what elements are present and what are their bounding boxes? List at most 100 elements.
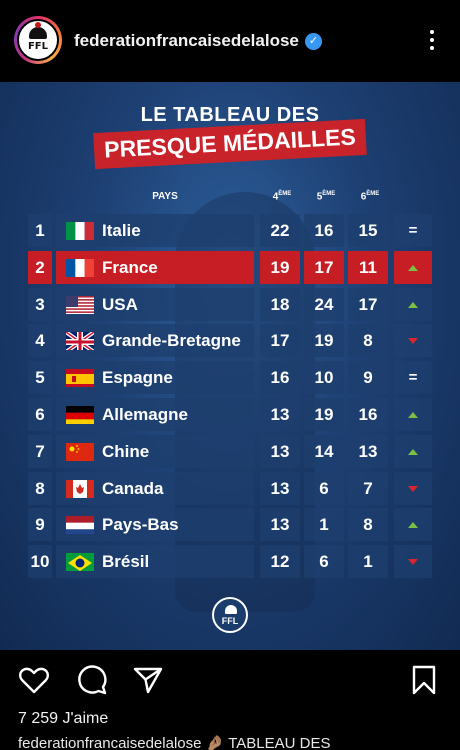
fourth-place-cell: 13	[260, 471, 300, 505]
trend-cell	[394, 250, 432, 284]
trend-up-icon	[408, 448, 418, 455]
flag-italie-icon	[66, 220, 94, 240]
sixth-place-cell: 7	[348, 471, 388, 505]
trend-equal: =	[408, 222, 418, 239]
helmet-logo-icon	[29, 22, 47, 39]
flag-grande-bretagne-icon	[66, 330, 94, 351]
country-cell: Allemagne	[56, 398, 254, 431]
flag-br-sil-icon	[66, 551, 94, 572]
country-name: Espagne	[102, 368, 173, 388]
ffl-logo-icon: FFL	[212, 597, 248, 633]
trend-down-icon	[408, 485, 418, 492]
post-image[interactable]: LE TABLEAU DES PRESQUE MÉDAILLES PAYS 4È…	[0, 82, 460, 650]
country-cell: Grande-Bretagne	[56, 324, 254, 358]
fourth-place-cell: 17	[260, 324, 300, 358]
country-name: Canada	[102, 478, 164, 498]
flag-france-icon	[66, 257, 94, 277]
fifth-place-cell: 17	[304, 250, 344, 284]
trend-up-icon	[408, 301, 418, 308]
country-name: Chine	[102, 441, 150, 461]
rank-cell: 10	[28, 545, 52, 579]
flag-espagne-icon	[66, 367, 94, 388]
header-5th: 5ÈME	[316, 191, 336, 203]
trend-up-icon	[408, 412, 418, 419]
fifth-place-cell: 24	[304, 287, 344, 321]
more-options-icon[interactable]	[423, 28, 441, 54]
title-line-1: LE TABLEAU DES	[140, 104, 320, 126]
rank-cell: 3	[28, 287, 52, 321]
rank-cell: 1	[28, 214, 52, 247]
trend-cell	[394, 398, 432, 431]
fourth-place-cell: 13	[260, 508, 300, 542]
avatar-text: FFL	[27, 41, 49, 52]
sixth-place-cell: 15	[348, 214, 388, 247]
fourth-place-cell: 13	[260, 434, 300, 468]
flag-allemagne-icon	[66, 404, 94, 424]
rank-cell: 6	[28, 398, 52, 431]
trend-cell: =	[394, 214, 432, 247]
avatar-image: FFL	[17, 19, 59, 61]
trend-cell	[394, 434, 432, 468]
country-cell: Canada	[56, 471, 254, 505]
fourth-place-cell: 19	[260, 250, 300, 284]
rank-cell: 5	[28, 361, 52, 395]
table-row: 7 Chine 13 14 13	[28, 434, 432, 468]
header-country: PAYS	[152, 191, 178, 202]
fourth-place-cell: 16	[260, 361, 300, 395]
flag-chine-icon	[66, 441, 94, 461]
trend-cell	[394, 287, 432, 321]
verified-badge-icon: ✓	[305, 33, 322, 50]
save-bookmark-icon[interactable]	[408, 664, 440, 696]
country-cell: Pays-Bas	[56, 508, 254, 542]
table-row: 5 Espagne 16 10 9 =	[28, 361, 432, 395]
country-name: USA	[102, 294, 138, 314]
sixth-place-cell: 16	[348, 398, 388, 431]
country-name: Grande-Bretagne	[102, 331, 241, 351]
flag-pays-bas-icon	[66, 514, 94, 535]
sixth-place-cell: 9	[348, 361, 388, 395]
trend-cell: =	[394, 361, 432, 395]
sixth-place-cell: 8	[348, 508, 388, 542]
fifth-place-cell: 6	[304, 471, 344, 505]
table-row: 9 Pays-Bas 13 1 8	[28, 508, 432, 542]
table-row: 4 Grande-Bretagne 17 19 8	[28, 324, 432, 358]
action-bar: 7 259 J'aime federationfrancaisedelalose…	[0, 650, 460, 750]
country-cell: Brésil	[56, 545, 254, 579]
caption[interactable]: federationfrancaisedelalose 🤌🏽 TABLEAU D…	[18, 735, 331, 750]
rank-cell: 2	[28, 250, 52, 284]
table-row: 3 USA 18 24 17	[28, 287, 432, 321]
trend-cell	[394, 545, 432, 579]
fifth-place-cell: 10	[304, 361, 344, 395]
sixth-place-cell: 1	[348, 545, 388, 579]
table-row: 1 Italie 22 16 15 =	[28, 214, 432, 247]
likes-count[interactable]: 7 259 J'aime	[18, 710, 109, 727]
fourth-place-cell: 12	[260, 545, 300, 579]
table-row: 8 Canada 13 6 7	[28, 471, 432, 505]
share-send-icon[interactable]	[132, 664, 164, 696]
country-cell: USA	[56, 287, 254, 321]
sixth-place-cell: 8	[348, 324, 388, 358]
header-6th: 6ÈME	[360, 191, 380, 203]
trend-cell	[394, 471, 432, 505]
title-line-2: PRESQUE MÉDAILLES	[103, 123, 357, 163]
avatar[interactable]: FFL	[14, 16, 62, 64]
header-4th: 4ÈME	[272, 191, 292, 203]
sixth-place-cell: 11	[348, 250, 388, 284]
post-header: FFL federationfrancaisedelalose ✓	[0, 0, 460, 82]
country-name: France	[102, 257, 158, 277]
fifth-place-cell: 19	[304, 398, 344, 431]
trend-up-icon	[408, 522, 418, 529]
rank-cell: 8	[28, 471, 52, 505]
table-row: 10 Brésil 12 6 1	[28, 545, 432, 579]
fifth-place-cell: 14	[304, 434, 344, 468]
fifth-place-cell: 19	[304, 324, 344, 358]
country-name: Italie	[102, 221, 141, 240]
username[interactable]: federationfrancaisedelalose	[74, 31, 299, 50]
sixth-place-cell: 13	[348, 434, 388, 468]
like-heart-icon[interactable]	[18, 664, 50, 696]
comment-icon[interactable]	[76, 664, 108, 696]
fifth-place-cell: 6	[304, 545, 344, 579]
fourth-place-cell: 22	[260, 214, 300, 247]
trend-down-icon	[408, 559, 418, 566]
fifth-place-cell: 16	[304, 214, 344, 247]
